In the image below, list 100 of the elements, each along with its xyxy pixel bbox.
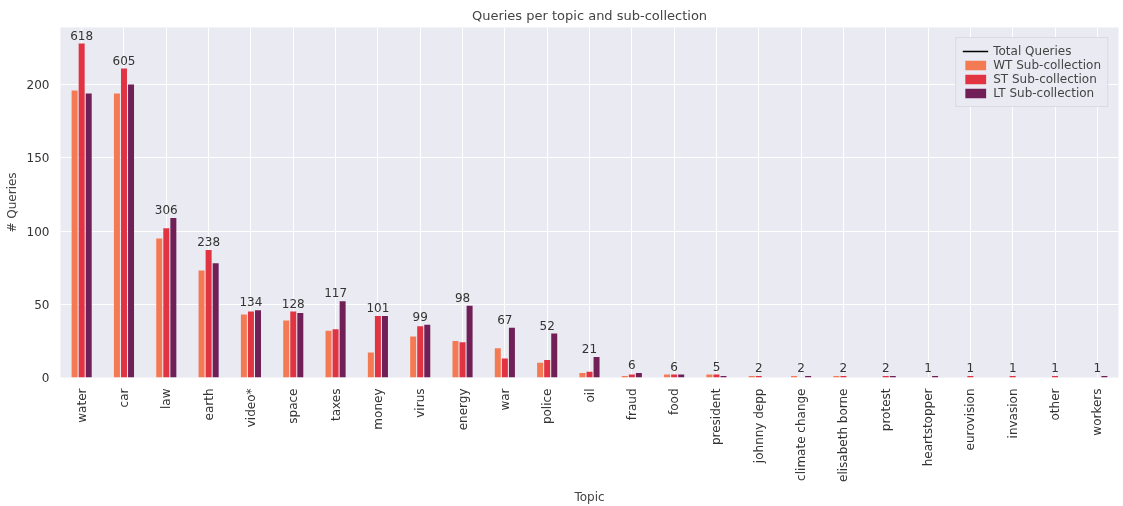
total-label: 5 <box>712 359 721 374</box>
y-axis-title: # Queries <box>4 172 19 233</box>
bar <box>339 301 346 378</box>
bar <box>579 373 586 378</box>
bar <box>332 329 339 378</box>
bar <box>128 84 135 378</box>
bar <box>198 270 205 378</box>
bar <box>367 352 374 378</box>
x-tick-label: law <box>159 388 174 409</box>
bar <box>170 217 177 378</box>
x-tick-label: heartstopper <box>921 388 936 467</box>
total-label: 2 <box>839 361 848 376</box>
total-label: 1 <box>924 361 932 376</box>
x-tick-label: energy <box>455 388 470 431</box>
total-label: 1 <box>966 361 975 376</box>
total-label: 6 <box>670 359 678 374</box>
x-tick-label: taxes <box>328 388 343 421</box>
x-tick-label: protest <box>878 388 893 432</box>
bar <box>297 313 304 378</box>
total-label: 605 <box>112 53 136 68</box>
bar <box>325 330 332 378</box>
bar <box>85 93 92 378</box>
bar <box>120 68 127 378</box>
bar <box>156 238 163 378</box>
y-tick-label: 0 <box>41 371 50 385</box>
legend-label: ST Sub-collection <box>993 72 1097 86</box>
x-tick-label: workers <box>1090 388 1105 436</box>
bar <box>212 263 219 378</box>
x-tick-label: police <box>540 388 555 425</box>
bar <box>205 250 212 378</box>
total-label: 21 <box>581 342 598 356</box>
bar <box>240 314 247 378</box>
y-tick-label: 200 <box>26 78 50 93</box>
bar <box>290 311 297 378</box>
total-label: 2 <box>797 361 805 376</box>
x-tick-label: elisabeth borne <box>836 388 851 482</box>
x-tick-label: other <box>1048 388 1063 421</box>
total-label: 306 <box>154 202 178 217</box>
total-label: 6 <box>628 358 636 373</box>
bar <box>113 93 120 378</box>
total-label: 117 <box>324 286 348 301</box>
bar <box>424 324 431 378</box>
bar <box>255 310 261 378</box>
bar <box>508 327 515 378</box>
total-label: 134 <box>239 295 263 310</box>
x-tick-label: oil <box>582 388 597 403</box>
x-tick-label: war <box>497 388 512 411</box>
x-tick-label: johnny depp <box>751 388 766 465</box>
legend-label: Total Queries <box>993 44 1072 58</box>
x-tick-label: space <box>286 388 301 424</box>
legend-label: LT Sub-collection <box>993 86 1095 100</box>
bar <box>537 362 544 378</box>
y-tick-label: 150 <box>26 151 50 166</box>
x-tick-label: earth <box>201 388 216 421</box>
total-label: 98 <box>454 290 471 305</box>
x-tick-label: water <box>74 388 89 423</box>
x-axis-title: Topic <box>573 489 605 504</box>
bar <box>283 320 290 378</box>
total-label: 238 <box>197 235 221 250</box>
total-label: 99 <box>412 309 428 324</box>
x-tick-label: food <box>667 388 682 416</box>
bar <box>501 358 508 378</box>
bar <box>551 333 558 378</box>
x-tick-label: climate change <box>794 388 809 481</box>
total-label: 1 <box>1051 361 1059 376</box>
x-tick-label: car <box>116 388 131 408</box>
total-label: 2 <box>881 361 890 376</box>
x-tick-label: eurovision <box>963 388 978 451</box>
bar <box>247 311 254 378</box>
y-tick-label: 50 <box>34 297 50 312</box>
total-label: 618 <box>70 28 94 43</box>
bar <box>374 315 381 378</box>
bar <box>381 315 388 378</box>
bar <box>417 326 424 378</box>
bar <box>494 348 501 378</box>
bar <box>635 373 642 378</box>
y-tick-label: 100 <box>26 224 50 239</box>
bar <box>593 357 600 378</box>
bar <box>78 43 85 378</box>
total-label: 2 <box>754 361 763 376</box>
bar <box>459 342 466 378</box>
total-label: 101 <box>366 300 390 315</box>
x-tick-label: video* <box>243 388 258 428</box>
bar <box>163 228 170 378</box>
total-label: 128 <box>281 296 305 311</box>
total-label: 1 <box>1008 361 1017 376</box>
bar <box>544 359 551 378</box>
x-tick-label: invasion <box>1005 388 1020 439</box>
x-tick-label: president <box>709 388 724 446</box>
bar <box>71 90 78 378</box>
bar <box>452 340 459 378</box>
bar <box>410 336 417 378</box>
bar <box>466 305 473 378</box>
total-label: 52 <box>539 318 555 333</box>
total-label: 67 <box>497 312 513 327</box>
x-tick-label: fraud <box>624 388 639 421</box>
total-label: 1 <box>1093 361 1102 376</box>
legend-label: WT Sub-collection <box>993 58 1101 72</box>
x-tick-label: money <box>370 388 385 430</box>
x-tick-label: virus <box>413 388 428 418</box>
